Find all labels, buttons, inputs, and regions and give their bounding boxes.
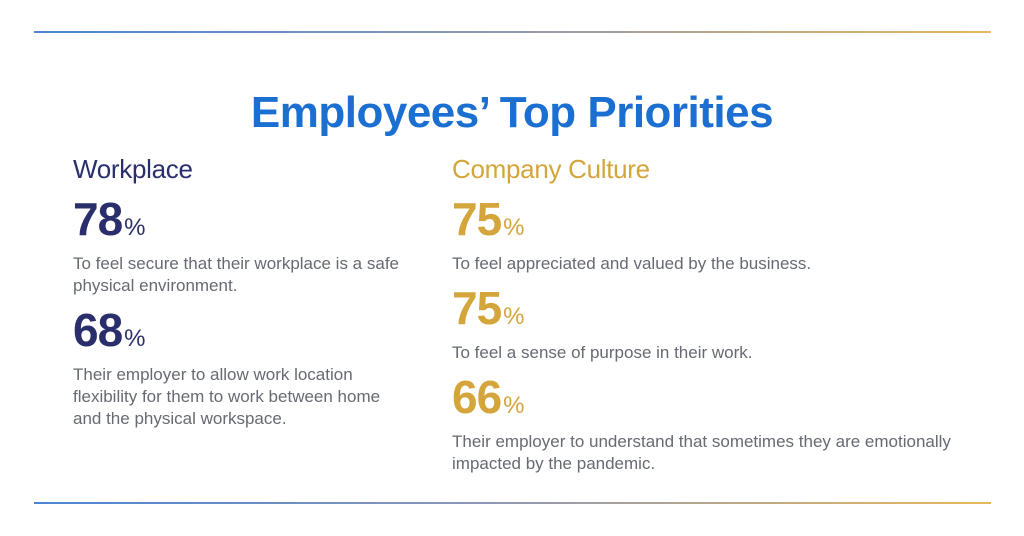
stat-value: 68% — [73, 307, 413, 362]
stat-description: To feel appreciated and valued by the bu… — [452, 254, 812, 273]
top-divider — [34, 31, 991, 33]
stat-description: To feel a sense of purpose in their work… — [452, 343, 753, 362]
company-culture-column: Company Culture 75% To feel appreciated … — [452, 152, 992, 485]
workplace-stat-1: 78% To feel secure that their workplace … — [73, 196, 413, 297]
stat-number: 68 — [73, 304, 123, 356]
stat-value: 78% — [73, 196, 413, 251]
stat-number: 78 — [73, 193, 123, 245]
percent-sign: % — [503, 303, 525, 330]
stat-description: Their employer to understand that someti… — [452, 432, 951, 473]
bottom-divider — [34, 502, 991, 504]
culture-stat-1: 75% To feel appreciated and valued by th… — [452, 196, 992, 275]
stat-value: 75% — [452, 196, 992, 251]
culture-stat-2: 75% To feel a sense of purpose in their … — [452, 285, 992, 364]
workplace-stat-2: 68% Their employer to allow work locatio… — [73, 307, 413, 430]
percent-sign: % — [124, 325, 146, 352]
workplace-column: Workplace 78% To feel secure that their … — [73, 152, 413, 440]
stat-number: 66 — [452, 371, 502, 423]
stat-value: 75% — [452, 285, 992, 340]
stat-description: Their employer to allow work location fl… — [73, 365, 381, 428]
page-title: Employees’ Top Priorities — [250, 88, 774, 138]
percent-sign: % — [124, 214, 146, 241]
stat-number: 75 — [452, 193, 502, 245]
culture-heading: Company Culture — [452, 154, 650, 184]
stat-description: To feel secure that their workplace is a… — [73, 254, 399, 295]
culture-stat-3: 66% Their employer to understand that so… — [452, 374, 992, 475]
stat-value: 66% — [452, 374, 992, 429]
percent-sign: % — [503, 214, 525, 241]
workplace-heading: Workplace — [73, 154, 193, 184]
stat-number: 75 — [452, 282, 502, 334]
percent-sign: % — [503, 392, 525, 419]
